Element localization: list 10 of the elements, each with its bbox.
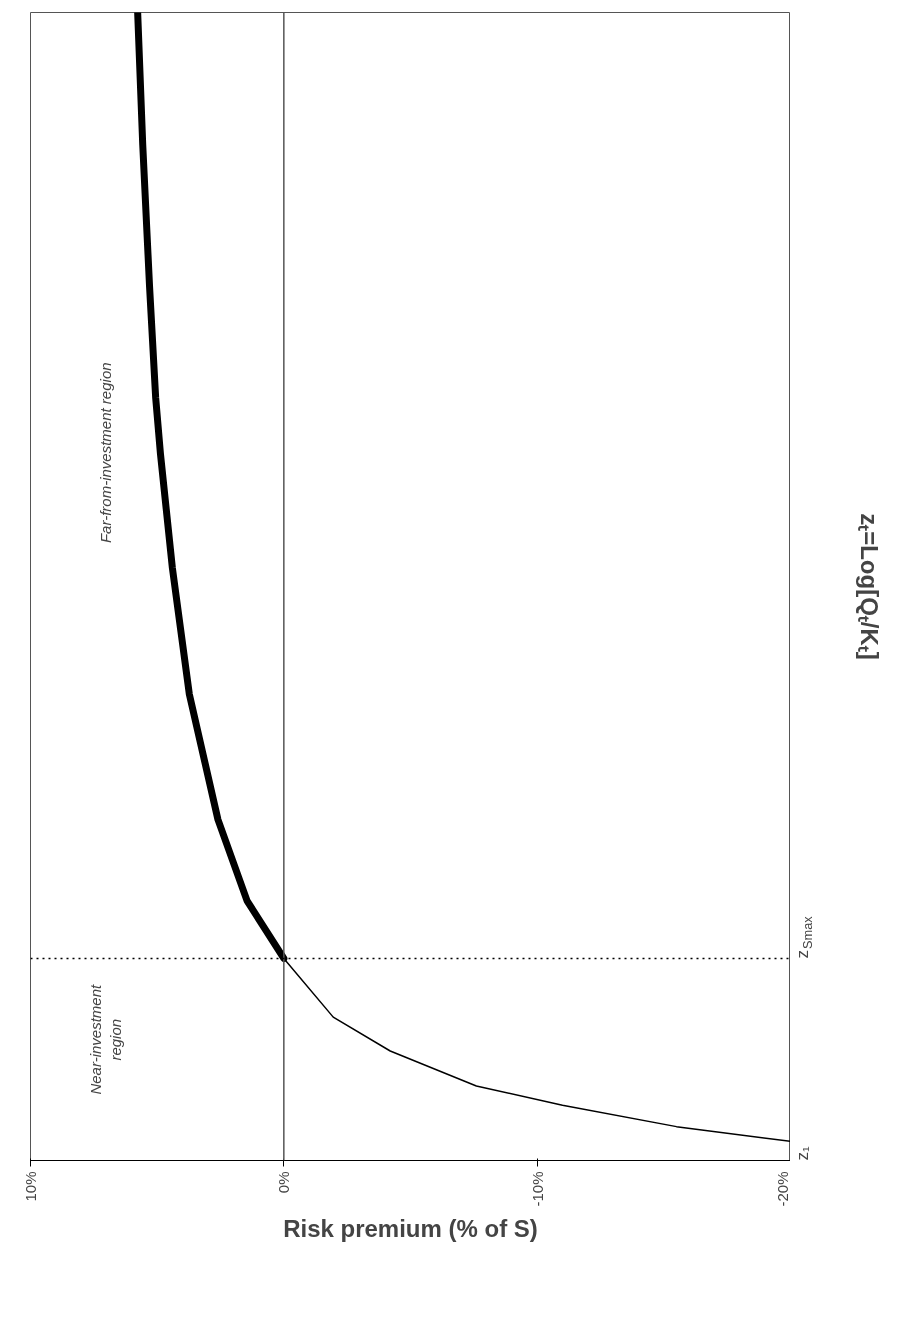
annotation: Near-investment region bbox=[86, 984, 125, 1095]
x-tick-label: 0% bbox=[275, 1171, 293, 1194]
x-tick-label: 10% bbox=[22, 1171, 39, 1202]
ref-line-label: zSmax bbox=[793, 915, 815, 959]
x-axis-title: Risk premium (% of S) bbox=[283, 1214, 538, 1242]
text: z₁ bbox=[793, 1146, 812, 1161]
y-axis-title: zₜ=Log[Qₜ/Kₜ] bbox=[855, 513, 883, 660]
x-tick-label: -10% bbox=[528, 1171, 546, 1207]
x-tick-label: -20% bbox=[773, 1171, 791, 1207]
annotation: Far-from-investment region bbox=[97, 362, 114, 544]
